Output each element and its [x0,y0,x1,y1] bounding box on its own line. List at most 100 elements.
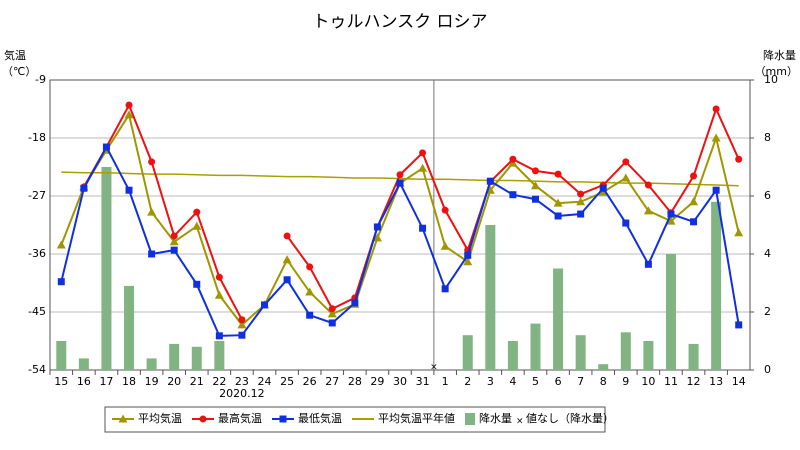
y2-axis-unit: （mm） [755,65,798,78]
point [667,210,675,218]
point [689,197,699,206]
plot-frame [49,79,751,371]
legend-marker [118,414,128,423]
x-tick-label: 7 [577,375,584,388]
point [282,255,292,264]
point [147,207,157,216]
point [711,133,721,142]
x-tick-label: 2 [464,375,471,388]
legend-null-marker: × [516,417,524,427]
point [192,221,202,230]
point [712,105,720,113]
point [238,331,246,339]
bar [575,335,586,370]
point [57,278,65,286]
point [418,163,428,172]
point [735,155,743,163]
bar [214,341,225,370]
point [509,155,517,163]
point [734,228,744,237]
point [599,184,607,192]
point [283,276,291,284]
x-tick-label: 31 [416,375,430,388]
point [169,237,179,246]
bar [191,346,202,370]
bar [711,201,722,370]
point [735,321,743,329]
bar [530,323,541,370]
point [170,246,178,254]
bar [598,364,609,370]
point [215,332,223,340]
x-tick-label: 21 [190,375,204,388]
y-tick-label: -9 [35,73,46,86]
point [170,232,178,240]
x-tick-label: 17 [99,375,113,388]
bar [78,358,89,370]
point [237,320,247,329]
legend-marker [279,415,287,423]
legend-label: 最低気温 [298,411,342,425]
point [464,251,472,259]
point [328,305,336,313]
bar [485,225,496,370]
point [690,218,698,226]
x-tick-label: 28 [348,375,362,388]
bar [643,341,654,370]
point [622,219,630,227]
point [396,171,404,179]
point [463,257,473,266]
x-tick-label: 10 [641,375,655,388]
y-axis-unit: （℃） [2,65,36,78]
y-tick-label: -36 [28,247,46,260]
point [531,167,539,175]
point [125,101,133,109]
point [419,224,427,232]
y2-tick-label: 0 [764,363,771,376]
null-marker: × [430,363,438,373]
legend-marker [199,415,207,423]
y-tick-label: -18 [28,131,46,144]
y2-tick-label: 2 [764,305,771,318]
line [83,102,740,321]
point [486,177,494,185]
y-tick-label: -45 [28,305,46,318]
x-tick-label: 22 [212,375,226,388]
x-tick-label: 14 [732,375,746,388]
point [327,309,337,318]
bar [553,268,564,370]
point [283,232,291,240]
point [531,195,539,203]
point [644,181,652,189]
x-tick-label: 25 [280,375,294,388]
x-tick-label: 9 [622,375,629,388]
point [441,206,449,214]
legend-label: 降水量 [479,411,512,425]
point [261,301,269,309]
x-tick-label: 4 [509,375,516,388]
point [328,319,336,327]
bar [507,341,518,370]
point [576,197,586,206]
chart-title: トゥルハンスク ロシア [312,12,487,32]
point [577,190,585,198]
point [80,184,88,192]
point [56,240,66,249]
legend-label: 最高気温 [218,411,262,425]
point [643,206,653,215]
y2-axis-label: 降水量 [763,48,796,62]
x-tick-label: 16 [77,375,91,388]
point [553,198,563,207]
x-tick-label: 5 [532,375,539,388]
point [193,280,201,288]
point [102,143,110,151]
point [372,233,382,242]
point [666,216,676,225]
bar [101,167,112,370]
point [193,208,201,216]
x-tick-label: 24 [258,375,272,388]
x-tick-label: 11 [664,375,678,388]
point [125,186,133,194]
point [509,191,517,199]
bar [146,358,157,370]
